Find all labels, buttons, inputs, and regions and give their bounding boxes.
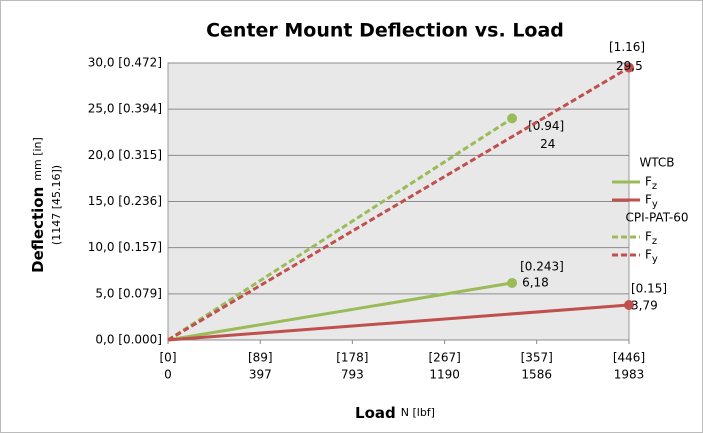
y-tick-label: 5,0 [0.079] (95, 286, 162, 300)
x-tick-secondary-label: [357] (521, 351, 553, 365)
y-tick-label: 20,0 [0.315] (88, 148, 162, 162)
series-line (167, 66, 630, 342)
end-marker (624, 300, 634, 311)
value-label: 24 (540, 137, 555, 151)
series-line (167, 303, 630, 342)
y-unit: mm [in] (31, 137, 44, 181)
end-marker (507, 277, 518, 288)
x-tick-label: 1983 (614, 368, 645, 382)
value-label: 6,18 (522, 275, 549, 289)
chart-title: Center Mount Deflection vs. Load (206, 20, 564, 42)
y-tick-label: 15,0 [0.236] (88, 194, 162, 208)
y-tick-label: 0,0 [0.000] (95, 333, 162, 347)
value-label-in: [0.243] (520, 259, 564, 273)
x-tick-secondary-label: [89] (248, 351, 273, 365)
x-tick-label: 397 (249, 368, 272, 382)
x-tick-secondary-label: [178] (336, 351, 368, 365)
x-tick-secondary-label: [446] (613, 351, 645, 365)
value-label: 29,5 (616, 59, 643, 73)
x-tick-label: 1190 (429, 368, 460, 382)
value-label: 3,79 (631, 299, 658, 313)
x-label: Load (355, 404, 396, 422)
x-tick-label: 793 (341, 368, 364, 382)
y-axis-label: Deflection mm [in] (29, 137, 47, 273)
series-line (167, 281, 513, 342)
y-label: Deflection (29, 187, 47, 273)
y-tick-label: 10,0 [0.157] (88, 240, 162, 254)
value-label-in: [1.16] (609, 40, 645, 54)
x-tick-secondary-label: [0] (160, 351, 177, 365)
x-tick-label: 1586 (521, 368, 552, 382)
value-label-in: [0.94] (528, 119, 564, 133)
legend-group: CPI-PAT-60 (625, 211, 688, 225)
x-tick-secondary-label: [267] (429, 351, 461, 365)
x-axis-label: Load N [lbf] (355, 404, 435, 422)
x-tick-label: 0 (164, 368, 172, 382)
y-tick-label: 25,0 [0.394] (88, 102, 162, 116)
series-line (167, 117, 513, 342)
legend-group: WTCB (639, 156, 674, 170)
value-label-in: [0.15] (631, 282, 667, 296)
y-tick-label: 30,0 [0.472] (88, 56, 162, 70)
y-note: (1147 [45.16]) (50, 165, 63, 245)
x-unit: N [lbf] (401, 406, 435, 419)
end-marker (507, 113, 518, 124)
end-marker (624, 62, 634, 73)
